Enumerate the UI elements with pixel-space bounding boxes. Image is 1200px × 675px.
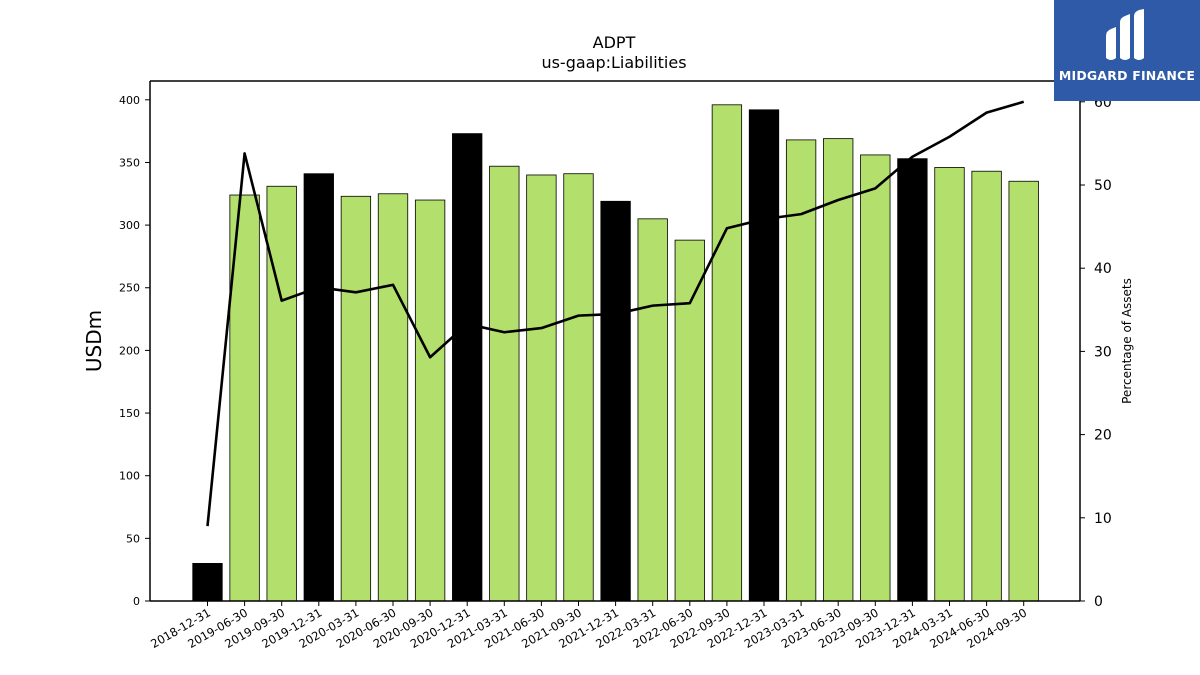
- bar-2021-03-31: [489, 165, 520, 602]
- pct-assets-line: [206, 100, 1025, 527]
- bar-2022-09-30: [711, 104, 743, 602]
- bar-2023-12-31: [897, 158, 928, 602]
- bar-2023-09-30: [860, 154, 891, 602]
- bar-2024-03-31: [934, 167, 965, 602]
- bar-2021-06-30: [526, 174, 557, 602]
- bar-2021-09-30: [563, 173, 594, 602]
- chart-subtitle: us-gaap:Liabilities: [541, 53, 686, 72]
- bar-2020-03-31: [340, 195, 372, 602]
- bar-2020-06-30: [377, 193, 409, 602]
- midgard-finance-logo: MIDGARD FINANCE: [1054, 0, 1200, 101]
- y-tick-label: 350: [119, 156, 140, 169]
- y-tick-label: 200: [119, 344, 140, 357]
- chart-title: ADPT: [593, 33, 636, 52]
- bar-2020-12-31: [452, 133, 483, 602]
- y-tick-label: 400: [119, 94, 140, 107]
- bar-2019-09-30: [266, 185, 297, 602]
- logo-text: MIDGARD FINANCE: [1058, 68, 1196, 83]
- bars-group: [192, 104, 1039, 602]
- midgard-logo-icon: [1106, 9, 1144, 60]
- y-right-tick-label: 40: [1094, 261, 1112, 277]
- y-right-tick-label: 0: [1094, 594, 1103, 610]
- bar-2024-09-30: [1008, 180, 1039, 602]
- bar-2021-12-31: [600, 200, 631, 602]
- y-ticks-group: 0 50 100 150 200 250 300 350 400: [119, 94, 150, 608]
- bar-2020-09-30: [414, 199, 446, 602]
- bar-2022-06-30: [674, 239, 705, 602]
- y-tick-label: 50: [126, 532, 140, 545]
- y-right-tick-label: 20: [1094, 428, 1112, 444]
- line-group: [206, 100, 1025, 527]
- x-ticks-group: 2018-12-312019-06-302019-09-302019-12-31…: [148, 601, 1029, 651]
- bar-2023-06-30: [823, 138, 854, 602]
- axes-group: [149, 80, 1081, 602]
- y-tick-label: 150: [119, 407, 140, 420]
- bar-2019-12-31: [303, 173, 334, 602]
- y-axis-label: USDm: [82, 310, 106, 372]
- y-right-tick-label: 10: [1094, 511, 1112, 527]
- bar-2024-06-30: [971, 170, 1002, 602]
- y-tick-label: 300: [119, 219, 140, 232]
- y-tick-label: 250: [119, 282, 140, 295]
- y-tick-label: 100: [119, 470, 140, 483]
- bar-2018-12-31: [192, 563, 223, 602]
- y-right-tick-label: 50: [1094, 178, 1112, 194]
- bar-2022-03-31: [637, 218, 668, 602]
- y-right-tick-label: 30: [1094, 344, 1112, 360]
- y-axis-right-label: Percentage of Assets: [1120, 278, 1134, 404]
- bar-2022-12-31: [748, 109, 780, 602]
- y-tick-label: 0: [133, 595, 140, 608]
